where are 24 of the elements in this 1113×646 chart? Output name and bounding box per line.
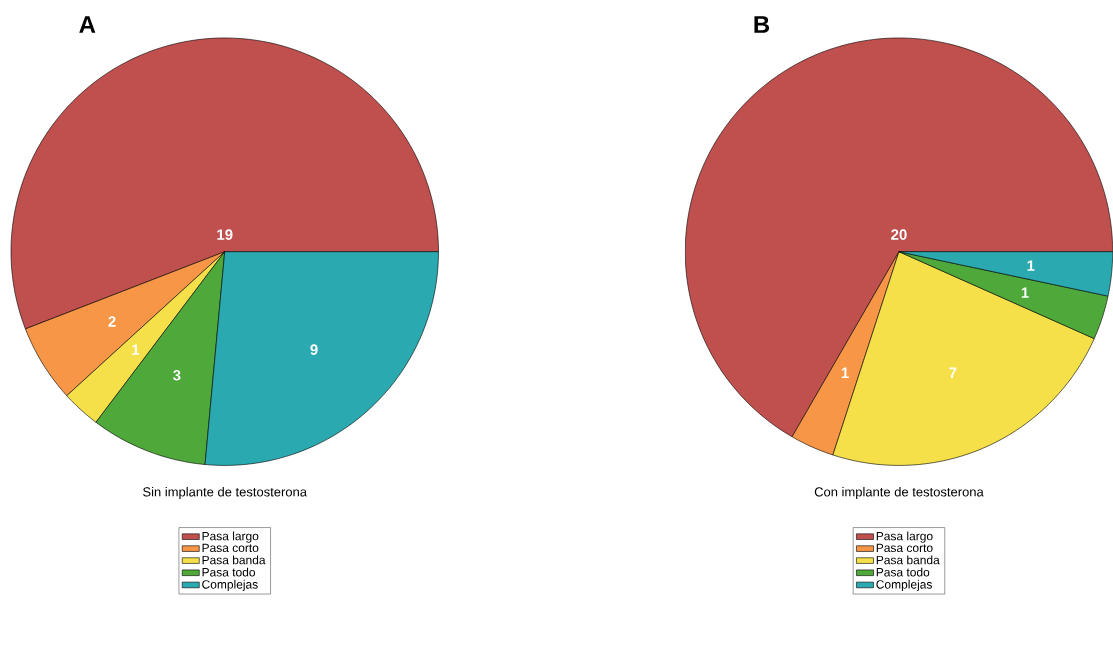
data-label: 7 <box>949 367 957 378</box>
data-label: 20 <box>891 229 907 240</box>
chart-title: A <box>79 16 96 33</box>
legend-label: Complejas <box>876 579 932 591</box>
data-label: 9 <box>310 344 318 355</box>
data-label: 19 <box>217 229 233 240</box>
legend-label: Pasa corto <box>202 543 259 552</box>
chart-title: B <box>754 16 770 33</box>
legend-label: Pasa largo <box>876 531 933 543</box>
legend-label: Pasa todo <box>202 567 256 577</box>
legend-label: Pasa largo <box>202 531 259 543</box>
data-label: 3 <box>173 369 181 381</box>
data-label: 1 <box>1027 260 1035 271</box>
data-label: 2 <box>108 316 116 327</box>
legend-label: Complejas <box>202 579 258 591</box>
text: Con implante de testosterona <box>814 486 984 499</box>
legend-label: Pasa banda <box>202 555 266 565</box>
legend-label: Pasa banda <box>876 555 940 565</box>
legend-label: Pasa corto <box>876 543 933 552</box>
legend-label: Pasa todo <box>876 567 930 577</box>
data-label: 1 <box>841 367 849 378</box>
text: Sin implante de testosterona <box>143 486 307 499</box>
data-label: 1 <box>132 344 140 355</box>
data-label: 1 <box>1021 287 1029 298</box>
